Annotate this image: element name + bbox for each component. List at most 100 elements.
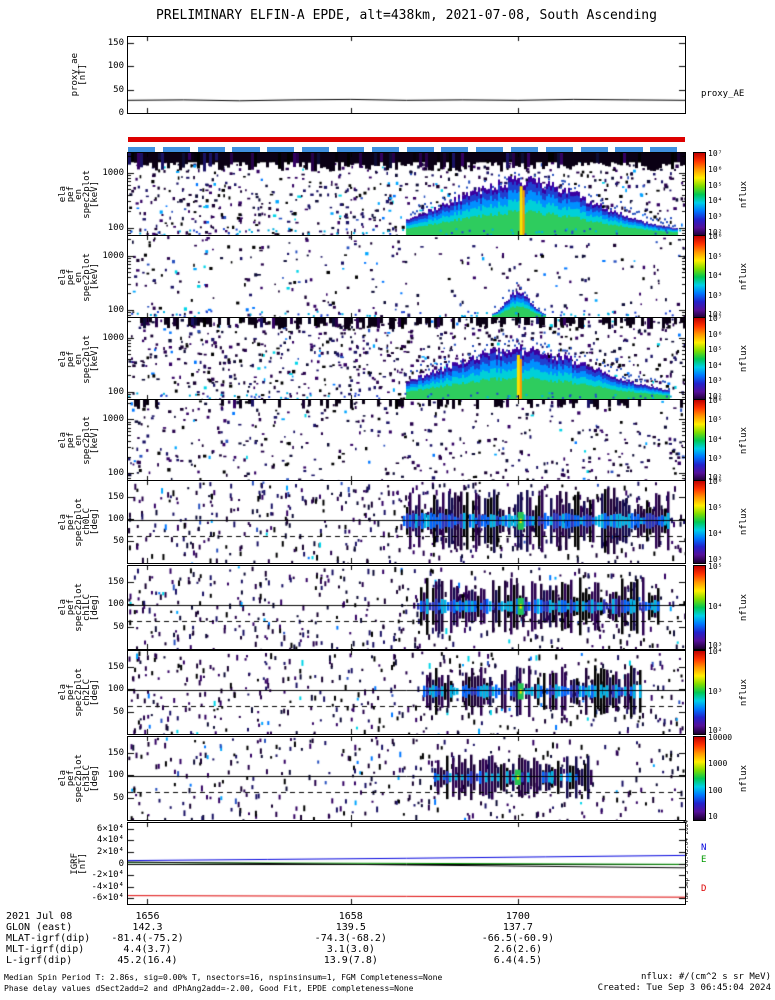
xaxis-row-value: 137.7	[502, 922, 533, 933]
colorbar-spec_ch1lc-tick: 10³	[708, 641, 723, 650]
panel-spec_ch2lc	[127, 650, 686, 735]
panel-spec_ch1lc-ytick: 150	[107, 576, 124, 587]
availability-bar-segment	[336, 147, 365, 152]
availability-bar-segment	[545, 147, 573, 152]
xaxis-row-value: -74.3(-68.2)	[314, 933, 387, 944]
colorbar-spec_ch0lc-title: nflux	[739, 508, 749, 536]
colorbar-spec_en_a-tick: 10⁷	[708, 149, 723, 158]
xaxis-row-value: -81.4(-75.2)	[111, 933, 184, 944]
panel-spec_en_a	[127, 152, 686, 237]
xaxis-row-value: 1658	[338, 911, 363, 922]
xaxis-row-value: 45.2(16.4)	[117, 955, 178, 966]
availability-bar-segment	[232, 147, 260, 152]
availability-bar-segment	[580, 147, 608, 152]
availability-bar-segment	[371, 147, 399, 152]
panel-spec_ch1lc-ylabel: ela pef spec2plot ch1LC [deg]	[58, 566, 100, 649]
panel-spec_ch3lc-ytick: 50	[113, 792, 124, 803]
colorbar-spec_en_a-tick: 10⁵	[708, 180, 723, 190]
panel-spec_en_c-canvas	[128, 318, 685, 400]
panel-proxy_ae-ylabel-word: [nT]	[78, 64, 88, 86]
xaxis-row-label: MLAT-igrf(dip)	[6, 933, 91, 944]
availability-bar-segment	[197, 147, 225, 152]
colorbar-spec_en_a-tick: 10⁴	[708, 196, 723, 206]
colorbar-spec_ch2lc-title: nflux	[739, 678, 749, 706]
panel-spec_ch1lc-ytick: 50	[113, 621, 124, 632]
colorbar-spec_en_d-tick: 10²	[708, 473, 723, 482]
panel-spec_ch0lc-ytick: 150	[107, 491, 124, 502]
colorbar-spec_ch0lc-tick: 10⁵	[708, 503, 723, 512]
colorbar-spec_en_a-tick: 10²	[708, 228, 723, 237]
colorbar-spec_ch3lc-tick: 100	[708, 785, 723, 795]
colorbar-spec_ch2lc-tick: 10³	[708, 686, 723, 696]
panel-igrf-ytick: -4×10⁴	[91, 881, 124, 892]
panel-proxy_ae-ytick: 100	[107, 61, 124, 72]
colorbar-spec_ch3lc	[693, 736, 706, 821]
colorbar-spec_en_d-title: nflux	[739, 426, 749, 454]
colorbar-spec_ch1lc-tick: 10⁴	[708, 601, 723, 611]
panel-proxy_ae-right-label: proxy_AE	[701, 88, 745, 99]
panel-spec_en_b	[127, 235, 686, 319]
panel-spec_ch1lc	[127, 565, 686, 650]
panel-spec_ch0lc-ytick: 100	[107, 513, 124, 524]
panel-spec_ch0lc-ylabel: ela pef spec2plot ch0LC [deg]	[58, 481, 100, 563]
colorbar-spec_en_b-tick: 10⁵	[708, 251, 723, 261]
xaxis-row-value: 139.5	[335, 922, 366, 933]
panel-spec_ch0lc-ytick: 50	[113, 535, 124, 546]
colorbar-spec_en_c-tick: 10²	[708, 392, 723, 401]
panel-spec_en_b-ytick: 1000	[102, 250, 124, 261]
colorbar-spec_en_a-tick: 10⁶	[708, 164, 723, 174]
colorbar-spec_en_c	[693, 317, 706, 401]
panel-proxy_ae-canvas	[128, 37, 685, 113]
availability-bar-segment	[441, 147, 469, 152]
panel-spec_ch1lc-canvas	[128, 566, 685, 649]
availability-bar-segment	[615, 147, 643, 152]
xaxis-row-label: 2021 Jul 08	[6, 911, 73, 922]
colorbar-spec_en_b-tick: 10⁶	[708, 232, 723, 241]
panel-proxy_ae-ytick: 0	[118, 108, 124, 118]
colorbar-spec_en_d-tick: 10⁵	[708, 415, 723, 425]
colorbar-spec_ch1lc-tick: 10⁵	[708, 562, 723, 571]
panel-proxy_ae-ylabel: proxy_ae [nT]	[58, 37, 100, 113]
plot-title: PRELIMINARY ELFIN-A EPDE, alt=438km, 202…	[156, 8, 657, 23]
panel-spec_en_a-ytick: 100	[107, 222, 124, 233]
panel-spec_ch3lc-ytick: 150	[107, 747, 124, 758]
science-zone-bar-red	[128, 137, 685, 142]
xaxis-row-value: 3.1(3.0)	[326, 944, 375, 955]
availability-bar-segment	[162, 147, 190, 152]
panel-spec_ch2lc-canvas	[128, 651, 685, 734]
panel-igrf-ytick: 6×10⁴	[96, 823, 124, 834]
panel-spec_ch2lc-ytick: 50	[113, 706, 124, 717]
panel-spec_en_b-ytick: 100	[107, 304, 124, 315]
panel-spec_en_a-ylabel: ela pef en spec2plot [keV]	[58, 153, 100, 236]
availability-bar-segment	[510, 147, 539, 152]
panel-spec_en_d-canvas	[128, 400, 685, 481]
panel-spec_en_c-ytick: 1000	[102, 332, 124, 343]
footer-created-note: Created: Tue Sep 3 06:45:04 2024	[597, 983, 771, 993]
colorbar-spec_en_c-tick: 10⁷	[708, 314, 723, 323]
colorbar-spec_en_c-tick: 10⁵	[708, 345, 723, 355]
panel-spec_ch0lc	[127, 480, 686, 564]
panel-spec_ch2lc-ylabel: ela pef spec2plot ch2LC [deg]	[58, 651, 100, 734]
panel-igrf-series-label: D	[701, 884, 707, 894]
panel-igrf-ytick: -2×10⁴	[91, 870, 124, 881]
panel-igrf-ytick: -6×10⁴	[91, 893, 124, 904]
panel-spec_ch2lc-ylabel-word: [deg]	[90, 678, 100, 707]
colorbar-spec_en_b	[693, 235, 706, 319]
panel-proxy_ae	[127, 36, 686, 114]
colorbar-spec_en_c-tick: 10³	[708, 376, 723, 386]
panel-igrf-series-label: N	[701, 843, 707, 853]
panel-spec_en_c-ylabel-word: [keV]	[90, 345, 100, 373]
colorbar-spec_ch3lc-tick: 10000	[708, 733, 733, 742]
panel-spec_ch0lc-ylabel-word: [deg]	[90, 508, 100, 536]
colorbar-spec_en_c-tick: 10⁶	[708, 329, 723, 339]
colorbar-spec_ch0lc-tick: 10⁴	[708, 529, 723, 538]
colorbar-spec_ch3lc-tick: 10	[708, 812, 718, 821]
panel-spec_ch1lc-ytick: 100	[107, 599, 124, 610]
availability-bar-segment	[302, 147, 330, 152]
panel-spec_ch0lc-canvas	[128, 481, 685, 563]
xaxis-row-value: 4.4(3.7)	[123, 944, 172, 955]
colorbar-spec_ch2lc-tick: 10²	[708, 726, 723, 735]
colorbar-spec_en_b-tick: 10³	[708, 290, 723, 300]
panel-igrf-ylabel-word: [nT]	[78, 852, 88, 875]
